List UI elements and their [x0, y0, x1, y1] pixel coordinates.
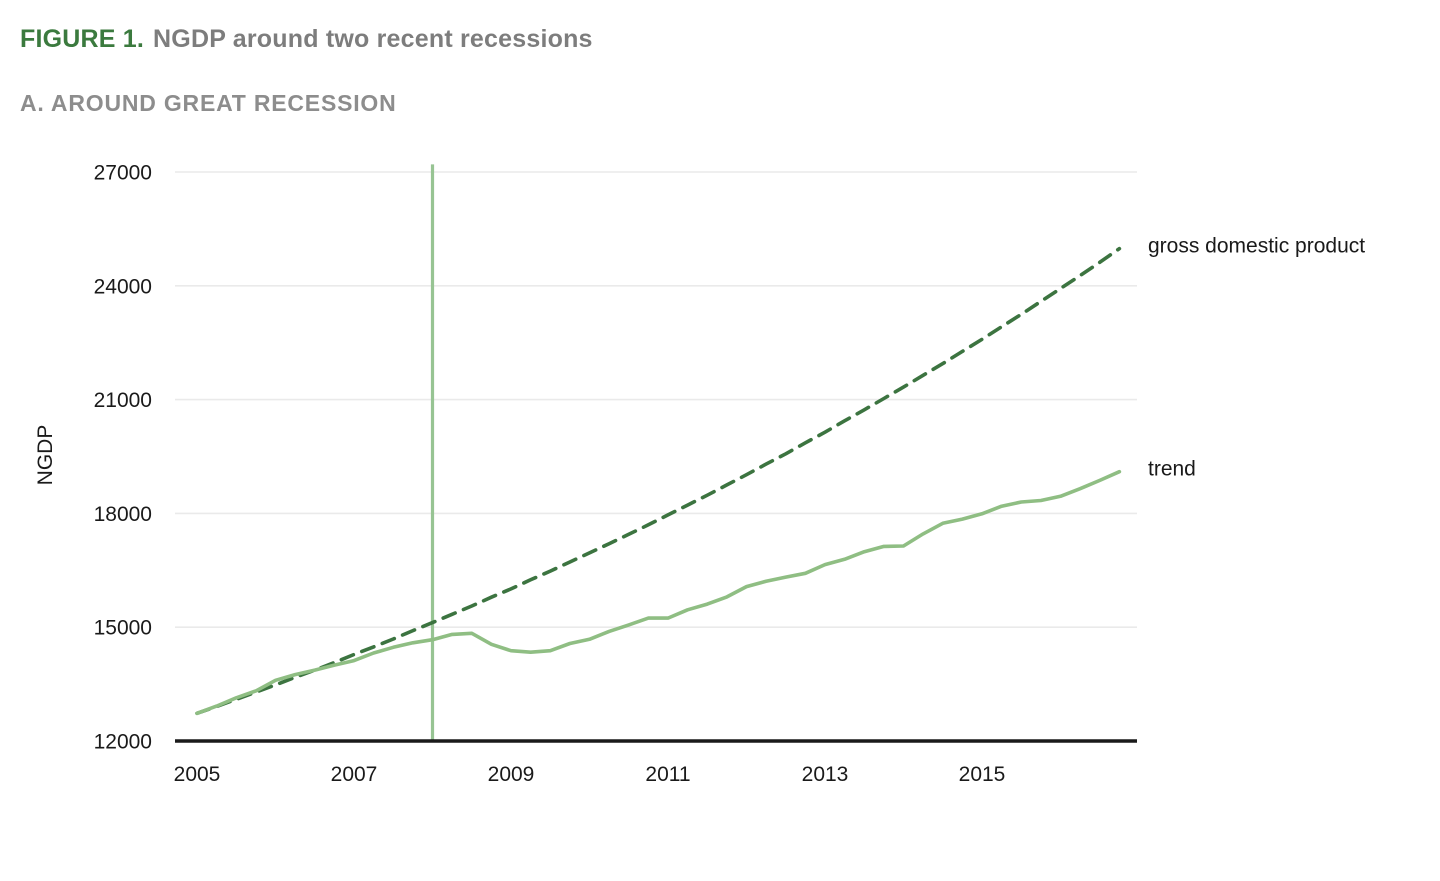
x-tick-label-2013: 2013: [802, 763, 849, 786]
series-line-trend: [195, 469, 1122, 716]
x-tick-label-2015: 2015: [959, 763, 1006, 786]
x-tick-label-2009: 2009: [488, 763, 535, 786]
x-tick-label-2011: 2011: [645, 763, 690, 786]
x-tick-label-2005: 2005: [174, 763, 221, 786]
series-line-gdp: [195, 246, 1122, 716]
panel-label: A. AROUND GREAT RECESSION: [20, 90, 397, 116]
figure-title-text: NGDP around two recent recessions: [153, 25, 593, 53]
y-tick-label-24000: 24000: [94, 275, 152, 298]
figure-title: FIGURE 1. NGDP around two recent recessio…: [20, 25, 593, 54]
series-label-gdp: gross domestic product: [1148, 235, 1365, 258]
y-tick-label-12000: 12000: [94, 731, 152, 754]
y-axis-title: NGDP: [34, 425, 57, 486]
y-tick-label-27000: 27000: [94, 162, 152, 185]
figure-number-label: FIGURE 1.: [20, 25, 145, 53]
y-tick-label-18000: 18000: [94, 503, 152, 526]
x-tick-label-2007: 2007: [331, 763, 378, 786]
y-tick-label-15000: 15000: [94, 617, 152, 640]
series-label-trend: trend: [1148, 458, 1196, 481]
y-tick-label-21000: 21000: [94, 389, 152, 412]
